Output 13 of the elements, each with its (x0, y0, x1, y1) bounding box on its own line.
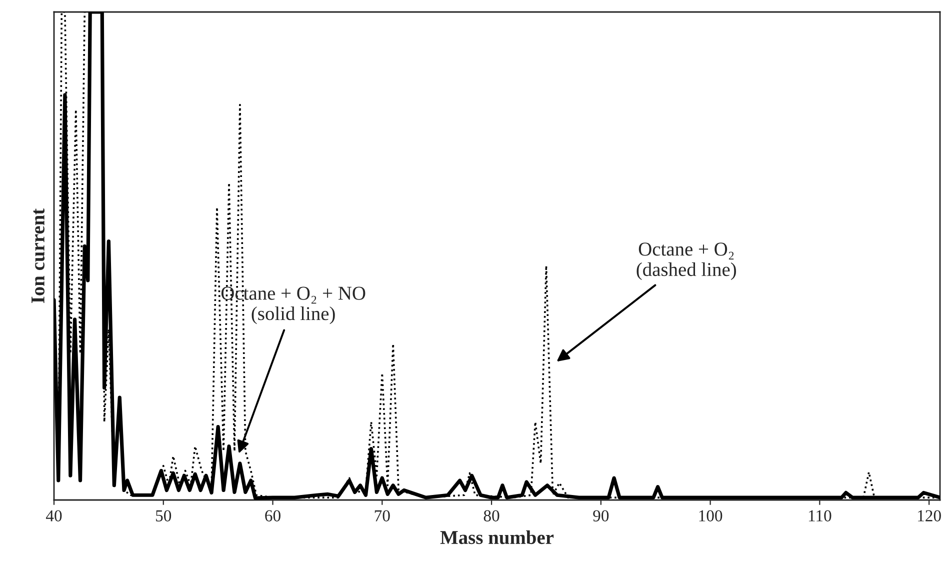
x-tick-label: 40 (46, 510, 62, 522)
x-tick-label: 90 (593, 510, 609, 522)
x-tick-label: 80 (484, 510, 500, 522)
x-axis-title: Mass number (440, 530, 554, 544)
x-tick-label: 100 (699, 510, 722, 522)
x-tick-label: 120 (918, 510, 941, 522)
x-tick-label: 70 (374, 510, 390, 522)
x-tick-label: 60 (265, 510, 280, 522)
x-tick-label: 50 (156, 510, 172, 522)
x-tick-label: 110 (808, 510, 832, 522)
y-axis-title: Ion current (32, 208, 45, 303)
annotation: Octane + O₂ (dashed line) (636, 242, 736, 280)
annotation: Octane + O₂ + NO (solid line) (221, 286, 366, 324)
